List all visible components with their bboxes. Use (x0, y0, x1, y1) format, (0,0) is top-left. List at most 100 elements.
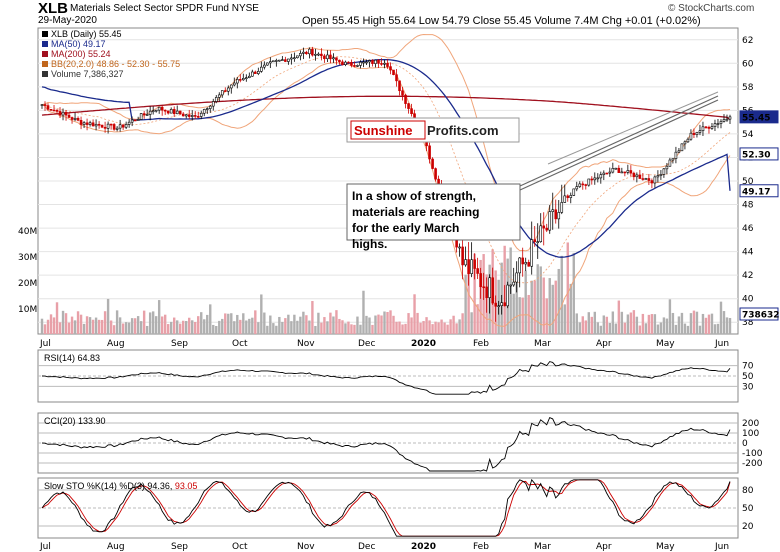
candle-body (326, 54, 329, 60)
candle-body (281, 59, 284, 61)
volume-bar (572, 252, 575, 334)
candle-body (232, 82, 236, 86)
candle-body (428, 145, 431, 160)
volume-bar (617, 300, 621, 334)
watermark-dark-text: Profits.com (427, 123, 499, 138)
volume-bar (55, 302, 59, 334)
candle-body (163, 109, 167, 112)
volume-bar (410, 317, 413, 334)
volume-bar (449, 319, 452, 334)
candle-body (725, 118, 729, 121)
volume-bar (94, 317, 98, 334)
date-tick-label: Apr (596, 339, 612, 349)
candle-body (166, 110, 170, 114)
volume-bar (359, 324, 362, 334)
candle-body (356, 65, 359, 67)
candle-body (677, 150, 681, 153)
candle-body (434, 168, 437, 180)
candle-body (248, 75, 251, 78)
volume-bar (61, 310, 65, 334)
sto-d-tick-label: 50 (742, 504, 754, 514)
rsi-tick-label: 50 (742, 372, 754, 382)
trendline-lower (519, 99, 719, 191)
volume-bar (512, 293, 515, 334)
volume-bar (668, 299, 672, 334)
rsi-title: RSI(14) 64.83 (44, 353, 100, 363)
volume-bar (707, 314, 711, 334)
date-tick-label: Dec (358, 339, 375, 349)
candle-body (704, 126, 708, 129)
candle-body (560, 202, 564, 213)
volume-bar (179, 323, 182, 334)
volume-bar (563, 304, 566, 334)
volume-bar (641, 313, 645, 334)
volume-bar (305, 315, 308, 334)
volume-bar (623, 322, 627, 334)
volume-bar (557, 268, 560, 334)
volume-bar (467, 266, 470, 334)
date-tick-label: Jun (714, 339, 729, 349)
legend-label: MA(200) 55.24 (51, 49, 111, 59)
volume-bar (311, 301, 314, 334)
volume-bar (269, 315, 272, 334)
rsi-tick-label: 30 (742, 382, 754, 392)
volume-bar (599, 325, 603, 334)
candle-body (590, 178, 594, 181)
volume-bar (281, 321, 284, 334)
volume-bar (584, 320, 587, 334)
candle-body (308, 48, 311, 55)
candle-body (52, 109, 56, 112)
candle-body (554, 209, 558, 220)
volume-bar (79, 314, 83, 334)
volume-bar (172, 317, 176, 334)
legend-label: Volume 7,386,327 (51, 69, 124, 79)
volume-bar (148, 312, 152, 334)
volume-bar (650, 314, 654, 334)
candle-body (563, 195, 567, 203)
volume-bar (719, 301, 723, 334)
candle-body (320, 53, 323, 57)
candle-body (401, 90, 404, 96)
annotation-line: for the early March (352, 221, 459, 235)
volume-bar (524, 270, 527, 334)
volume-bar (142, 310, 146, 334)
volume-bar (431, 324, 434, 334)
volume-bar (121, 323, 125, 334)
volume-bar (380, 315, 383, 334)
cci-tick-label: -200 (742, 459, 763, 469)
candle-body (244, 77, 248, 79)
candle-body (683, 141, 687, 145)
candle-body (97, 123, 101, 126)
volume-bar (287, 314, 290, 334)
volume-bar (338, 318, 341, 334)
candle-body (620, 171, 624, 174)
volume-bar (91, 319, 95, 334)
candle-body (175, 110, 179, 115)
candle-body (335, 57, 338, 61)
volume-bar (611, 311, 615, 334)
candle-body (76, 117, 80, 121)
candle-body (713, 123, 717, 127)
candle-body (43, 104, 47, 106)
sto-lines: 20 50 80 Slow STO %K(14) %D(3) 94.36, 93.05 (38, 478, 754, 537)
volume-bar (115, 310, 119, 334)
candle-body (461, 246, 464, 266)
candle-body (130, 119, 134, 123)
volume-bar (82, 323, 86, 334)
candle-body (626, 170, 630, 173)
bb-upper-line (41, 33, 731, 252)
date-tick-label: May (656, 339, 675, 349)
ma50-line (41, 58, 731, 258)
candle-body (392, 69, 395, 75)
annotation-line: materials are reaching (352, 205, 479, 219)
volume-bar (407, 313, 410, 334)
candle-body (266, 62, 269, 66)
candle-body (94, 123, 98, 127)
volume-bar (443, 322, 446, 334)
candle-body (323, 55, 326, 60)
candle-body (205, 108, 209, 110)
value-badge-text: 55.45 (742, 113, 770, 123)
candle-body (605, 172, 609, 175)
sto-title: Slow STO %K(14) %D(3) 94.36, 93.05 (44, 481, 197, 491)
value-badge-text: 7386327 (742, 311, 780, 321)
